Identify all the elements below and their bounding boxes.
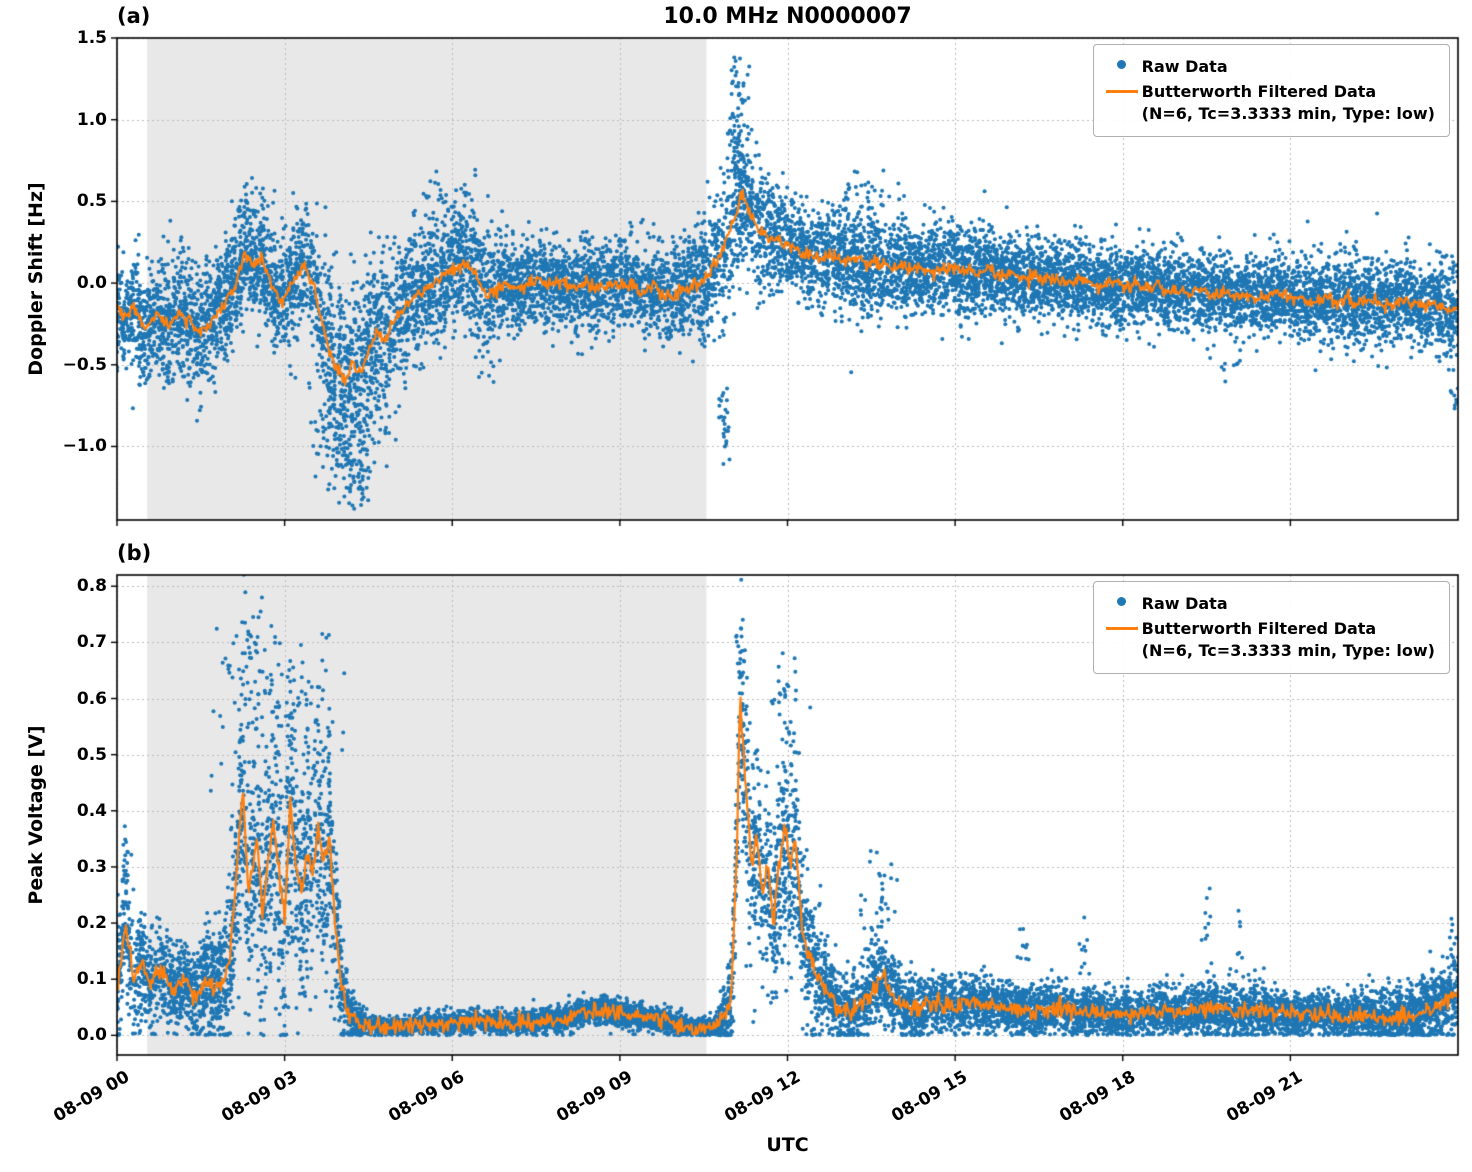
legend-filtered-label: Butterworth Filtered Data (N=6, Tc=3.3333…: [1142, 81, 1435, 125]
legend-panel-b: Raw Data Butterworth Filtered Data (N=6, …: [1092, 581, 1450, 674]
y-tick-label: −1.0: [62, 436, 107, 457]
panel-b-label: (b): [117, 541, 152, 565]
legend-filtered-label-line1: Butterworth Filtered Data: [1141, 619, 1377, 638]
y-axis-label-voltage: Peak Voltage [V]: [25, 725, 47, 905]
y-tick-label: 0.4: [76, 800, 107, 821]
x-tick-label: 08-09 03: [217, 1067, 301, 1127]
legend-panel-a: Raw Data Butterworth Filtered Data (N=6, …: [1092, 44, 1450, 137]
y-tick-label: 0.0: [76, 1025, 107, 1046]
raw-data-marker-icon: [1102, 60, 1142, 69]
legend-filtered-label-line2: (N=6, Tc=3.3333 min, Type: low): [1141, 104, 1435, 123]
y-tick-label: 1.5: [76, 28, 107, 48]
y-tick-label: 1.0: [76, 109, 107, 130]
y-axis-label-doppler: Doppler Shift [Hz]: [25, 182, 47, 376]
legend-entry-raw: Raw Data: [1102, 593, 1435, 615]
x-axis-label: UTC: [766, 1134, 809, 1156]
x-tick-label: 08-09 06: [385, 1067, 469, 1127]
y-tick-label: 0.2: [76, 913, 107, 934]
y-tick-label: −0.5: [62, 354, 107, 375]
filtered-data-marker-icon: [1102, 622, 1142, 630]
x-tick-label: 08-09 12: [720, 1067, 804, 1127]
legend-filtered-label-line1: Butterworth Filtered Data: [1141, 82, 1377, 101]
legend-entry-filtered: Butterworth Filtered Data (N=6, Tc=3.3333…: [1102, 618, 1435, 662]
panel-a-label: (a): [117, 4, 151, 28]
y-tick-label: 0.0: [76, 273, 107, 294]
legend-entry-raw: Raw Data: [1102, 56, 1435, 78]
x-tick-label: 08-09 18: [1056, 1067, 1139, 1127]
y-tick-label: 0.5: [76, 191, 107, 212]
x-tick-label: 08-09 00: [50, 1067, 133, 1127]
y-tick-label: 0.1: [76, 969, 107, 990]
chart-title: 10.0 MHz N0000007: [663, 4, 912, 29]
raw-data-marker-icon: [1102, 597, 1142, 606]
legend-raw-label: Raw Data: [1141, 57, 1228, 76]
legend-filtered-label-line2: (N=6, Tc=3.3333 min, Type: low): [1141, 641, 1435, 660]
filtered-data-marker-icon: [1102, 85, 1142, 93]
x-tick-label: 08-09 15: [888, 1067, 972, 1127]
y-tick-label: 0.8: [76, 576, 107, 597]
y-tick-label: 0.3: [76, 856, 107, 877]
legend-entry-filtered: Butterworth Filtered Data (N=6, Tc=3.3333…: [1102, 81, 1435, 125]
x-tick-label: 08-09 09: [553, 1067, 636, 1127]
y-tick-label: 0.7: [76, 632, 107, 653]
y-tick-label: 0.6: [76, 688, 107, 709]
legend-raw-label: Raw Data: [1141, 594, 1228, 613]
y-tick-label: 0.5: [76, 744, 107, 765]
legend-filtered-label: Butterworth Filtered Data (N=6, Tc=3.3333…: [1142, 618, 1435, 662]
x-tick-label: 08-09 21: [1223, 1067, 1307, 1127]
